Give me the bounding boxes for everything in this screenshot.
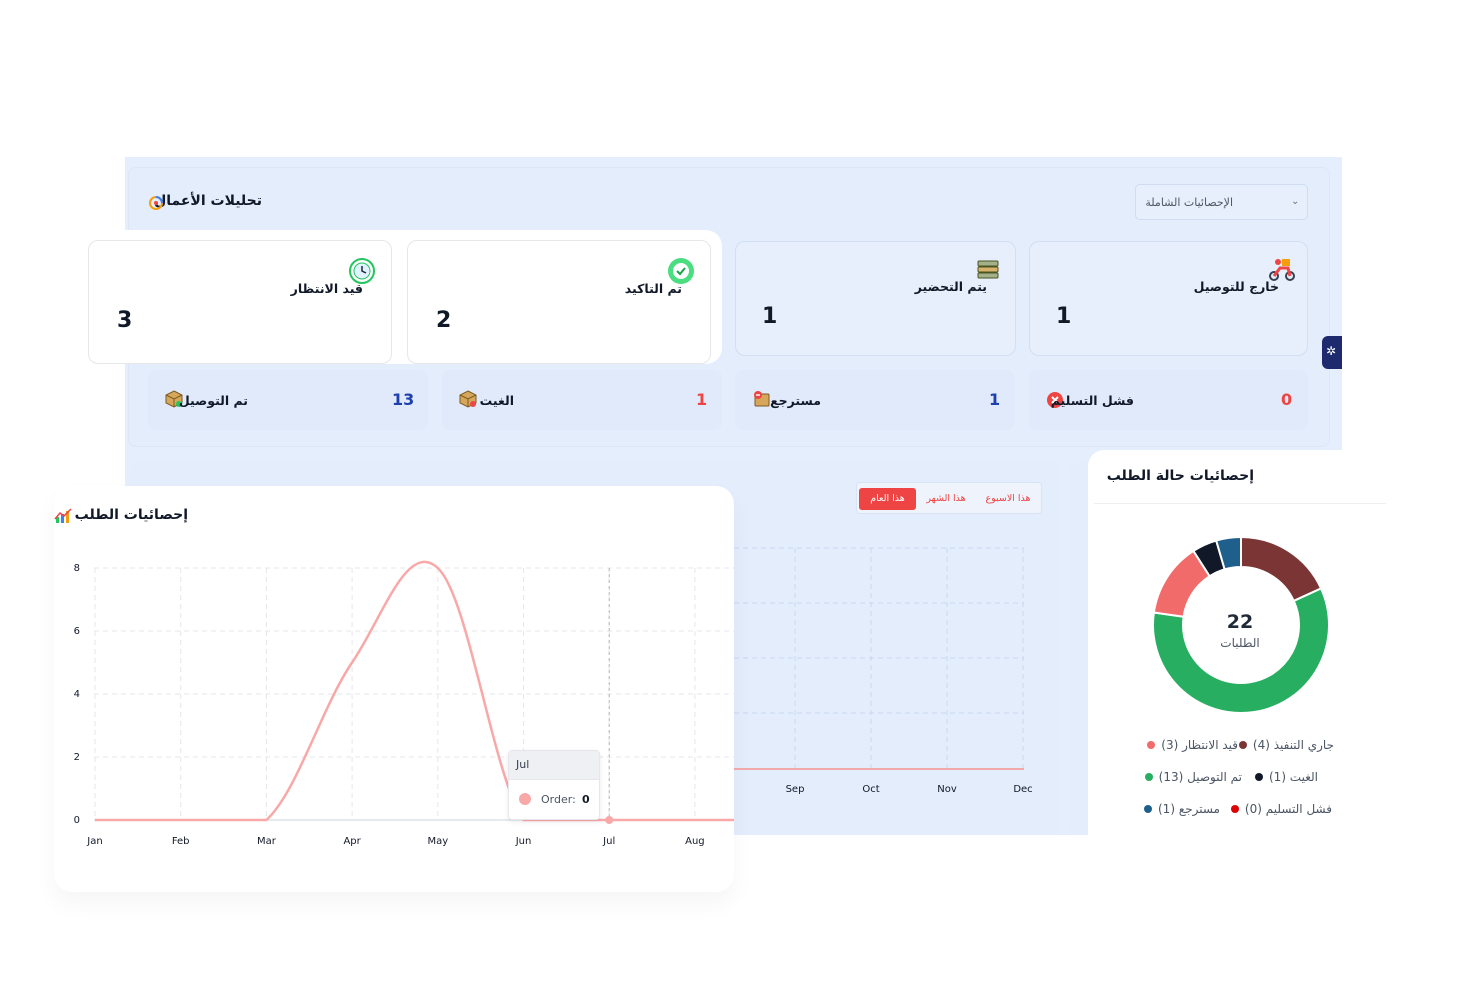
legend-dot [1238, 741, 1247, 749]
card-value: 2 [436, 308, 452, 333]
order-stats-title: إحصائيات الطلب [74, 507, 188, 523]
chevron-down-icon: ⌄ [1291, 196, 1300, 207]
card-label: تم التاكيد [624, 281, 682, 296]
check-circle-icon [668, 258, 694, 284]
period-tabs: هذا العام هذا الشهر هذا الاسبوع [856, 482, 1042, 514]
card-pending[interactable]: قيد الانتظار 3 [88, 240, 392, 364]
gear-icon: ✲ [1326, 344, 1337, 358]
x-tick-label: Mar [257, 836, 277, 847]
divider [1094, 503, 1386, 504]
tooltip-header: Jul [509, 751, 599, 780]
donut-slice [1214, 535, 1242, 571]
donut-slice [1152, 587, 1330, 714]
legend-label: الغيت (1) [1268, 770, 1318, 784]
y-tick-label: 6 [74, 626, 80, 637]
legend-label: تم التوصيل (13) [1158, 770, 1242, 784]
order-line-chart: 0 2 4 6 8 Jan Feb Mar Apr May Jun Jul Aug [74, 560, 734, 847]
select-value: الإحصائيات الشاملة [1145, 196, 1233, 209]
donut-total: 22 [1226, 611, 1254, 633]
stat-failed-delivery[interactable]: فشل التسليم 0 [1029, 370, 1308, 430]
tooltip-label: Order: [541, 793, 576, 806]
x-tick-label: Jun [515, 836, 532, 847]
x-tick-label: Jan [86, 836, 102, 847]
y-tick-label: 2 [74, 752, 80, 763]
stat-value: 1 [696, 390, 708, 409]
bg-x-tick-label: Dec [1013, 784, 1032, 795]
stat-value: 1 [989, 390, 1001, 409]
tab-this-week[interactable]: هذا الاسبوع [985, 493, 1031, 504]
bg-x-tick-label: Oct [862, 784, 879, 795]
stat-returned[interactable]: مسترجع 1 [735, 370, 1015, 430]
card-preparing[interactable]: يتم التحضير 1 [735, 241, 1016, 356]
stat-value: 0 [1281, 390, 1293, 409]
stat-label: مسترجع [770, 393, 821, 408]
legend-item[interactable]: تم التوصيل (13) [1144, 770, 1242, 784]
tab-this-month[interactable]: هذا الشهر [926, 493, 966, 504]
tooltip-marker [519, 793, 531, 805]
package-icon [165, 390, 183, 408]
order-status-card [1088, 450, 1386, 868]
legend-label: فشل التسليم (0) [1244, 802, 1332, 816]
tooltip-value: 0 [582, 793, 590, 806]
card-value: 3 [117, 308, 133, 333]
error-circle-icon [1047, 392, 1063, 408]
order-series-line [95, 560, 734, 822]
bar-chart-icon [54, 508, 72, 523]
y-tick-label: 0 [74, 815, 80, 826]
legend-item[interactable]: جاري التنفيذ (4) [1238, 738, 1334, 752]
returned-icon [754, 391, 770, 407]
bg-x-tick-label: Nov [937, 784, 957, 795]
card-out-for-delivery[interactable]: خارج للتوصيل 1 [1029, 241, 1308, 356]
card-value: 1 [1056, 304, 1072, 329]
hover-point [605, 816, 614, 824]
donut-slice [1240, 535, 1323, 603]
legend-label: مسترجع (1) [1157, 802, 1220, 816]
stat-label: تم التوصيل [178, 393, 248, 408]
legend-item[interactable]: مسترجع (1) [1143, 802, 1220, 816]
delivery-scooter-icon [1269, 259, 1295, 281]
legend-dot [1254, 773, 1263, 781]
tab-this-year[interactable]: هذا العام [859, 488, 916, 510]
x-tick-label: May [427, 836, 448, 847]
card-value: 1 [762, 304, 778, 329]
legend-label: قيد الانتظار (3) [1161, 738, 1238, 752]
card-label: خارج للتوصيل [1193, 279, 1279, 294]
x-tick-label: Apr [343, 836, 361, 847]
y-tick-label: 8 [74, 563, 80, 574]
stat-value: 13 [392, 390, 415, 409]
order-stats-card [54, 486, 734, 892]
chart-tooltip: Jul Order: 0 [508, 750, 600, 820]
card-confirmed[interactable]: تم التاكيد 2 [407, 240, 711, 364]
clock-icon [349, 258, 375, 284]
legend-dot [1230, 805, 1239, 813]
stat-cancelled[interactable]: الغيت 1 [442, 370, 722, 430]
x-tick-label: Aug [685, 836, 705, 847]
y-tick-label: 4 [74, 689, 80, 700]
order-status-title: إحصائيات حالة الطلب [1106, 468, 1254, 484]
card-label: يتم التحضير [914, 279, 987, 294]
analytics-icon [149, 196, 163, 210]
legend-dot [1143, 805, 1152, 813]
stat-label: الغيت [479, 393, 514, 408]
legend-dot [1147, 741, 1156, 749]
cancelled-package-icon [459, 390, 477, 408]
analytics-title: تحليلات الأعمال [154, 193, 262, 209]
legend-item[interactable]: الغيت (1) [1254, 770, 1318, 784]
stats-scope-select[interactable]: الإحصائيات الشاملة ⌄ [1135, 184, 1308, 220]
x-tick-label: Feb [172, 836, 190, 847]
bg-x-tick-label: Sep [786, 784, 805, 795]
donut-total-label: الطلبات [1220, 636, 1260, 650]
stat-delivered[interactable]: تم التوصيل 13 [148, 370, 428, 430]
settings-side-button[interactable]: ✲ [1322, 336, 1342, 369]
x-tick-label: Jul [602, 836, 615, 847]
card-label: قيد الانتظار [290, 281, 363, 296]
order-status-donut [1152, 535, 1330, 714]
legend-dot [1144, 773, 1153, 781]
stack-icon [977, 260, 999, 279]
legend-item[interactable]: فشل التسليم (0) [1230, 802, 1332, 816]
legend-label: جاري التنفيذ (4) [1252, 738, 1334, 752]
stat-label: فشل التسليم [1050, 393, 1134, 408]
background-line-chart: Sep Oct Nov Dec [734, 547, 1033, 795]
legend-item[interactable]: قيد الانتظار (3) [1147, 738, 1238, 752]
